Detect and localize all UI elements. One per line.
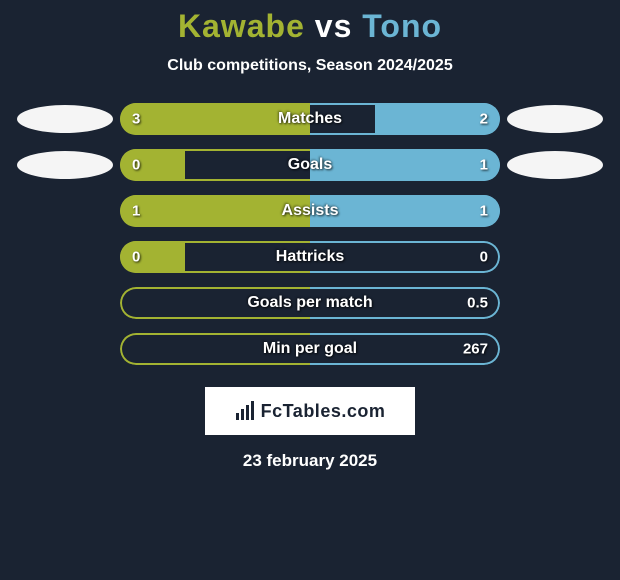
- stat-value-left: 3: [132, 111, 140, 128]
- bar-fill-left: [120, 149, 185, 181]
- stat-bar: 3 Matches 2: [120, 103, 500, 135]
- page-title: Kawabe vs Tono: [0, 8, 620, 45]
- stat-value-right: 2: [480, 111, 488, 128]
- stat-bar: Goals per match 0.5: [120, 287, 500, 319]
- vs-separator: vs: [315, 8, 353, 44]
- stat-row: Goals per match 0.5: [10, 287, 610, 319]
- stat-row: 0 Hattricks 0: [10, 241, 610, 273]
- player-avatar-left: [17, 105, 113, 133]
- stat-row: Min per goal 267: [10, 333, 610, 365]
- player-avatar-left: [17, 151, 113, 179]
- player-left-name: Kawabe: [178, 8, 305, 44]
- stat-row: 0 Goals 1: [10, 149, 610, 181]
- stat-value-left: 0: [132, 157, 140, 174]
- stats-rows: 3 Matches 2 0 Goals 1 1 Assists 1 0 Hattricks 0 Goal…: [0, 103, 620, 365]
- bar-fill-left: [120, 241, 185, 273]
- stat-value-right: 0.5: [467, 295, 488, 312]
- chart-bars-icon: [235, 401, 255, 421]
- stat-bar: 0 Goals 1: [120, 149, 500, 181]
- avatar-slot-left: [10, 151, 120, 179]
- stat-bar: Min per goal 267: [120, 333, 500, 365]
- stat-bar: 1 Assists 1: [120, 195, 500, 227]
- stat-value-left: 0: [132, 249, 140, 266]
- stat-label: Goals: [288, 156, 332, 174]
- avatar-slot-left: [10, 105, 120, 133]
- bar-fill-right: [310, 149, 500, 181]
- stat-label: Hattricks: [276, 248, 344, 266]
- stat-bar: 0 Hattricks 0: [120, 241, 500, 273]
- stat-label: Assists: [282, 202, 339, 220]
- avatar-slot-right: [500, 105, 610, 133]
- player-right-name: Tono: [362, 8, 442, 44]
- player-avatar-right: [507, 151, 603, 179]
- stat-label: Min per goal: [263, 340, 357, 358]
- stat-value-left: 1: [132, 203, 140, 220]
- avatar-slot-right: [500, 151, 610, 179]
- brand-box[interactable]: FcTables.com: [205, 387, 415, 435]
- stat-row: 3 Matches 2: [10, 103, 610, 135]
- stat-value-right: 1: [480, 203, 488, 220]
- stat-row: 1 Assists 1: [10, 195, 610, 227]
- stat-label: Matches: [278, 110, 342, 128]
- stat-value-right: 1: [480, 157, 488, 174]
- stat-value-right: 0: [480, 249, 488, 266]
- infographic-container: Kawabe vs Tono Club competitions, Season…: [0, 0, 620, 471]
- brand-text: FcTables.com: [261, 401, 386, 422]
- player-avatar-right: [507, 105, 603, 133]
- stat-value-right: 267: [463, 341, 488, 358]
- date-text: 23 february 2025: [0, 451, 620, 471]
- subtitle: Club competitions, Season 2024/2025: [0, 57, 620, 75]
- stat-label: Goals per match: [247, 294, 372, 312]
